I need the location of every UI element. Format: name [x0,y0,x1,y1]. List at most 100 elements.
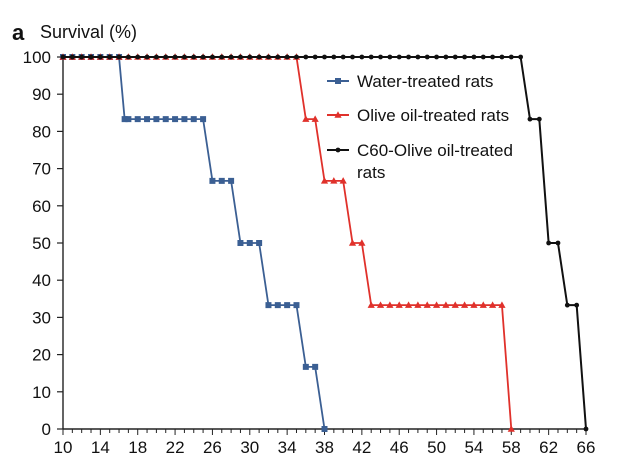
y-tick-label: 0 [42,420,51,439]
data-point [163,54,169,60]
y-tick-label: 100 [23,48,51,67]
data-point [153,54,159,60]
x-tick-label: 18 [128,438,147,457]
data-point [219,54,225,60]
series-line [63,56,326,430]
data-point [200,54,206,60]
x-tick-label: 34 [278,438,297,457]
data-point [479,301,487,308]
data-point [396,54,402,60]
data-point [432,301,441,308]
y-tick-label: 30 [32,308,51,327]
data-point [350,54,355,60]
data-point [265,302,272,309]
data-point [555,240,561,246]
legend-marker [335,78,341,84]
y-tick-label: 80 [32,122,51,141]
data-point [330,177,338,184]
data-point [462,54,467,60]
data-point [424,54,430,60]
series-1 [60,54,328,432]
data-point [378,54,383,60]
x-tick-label: 58 [502,438,521,457]
data-point [527,116,533,122]
data-point [162,116,169,123]
x-tick-label: 42 [352,438,371,457]
legend-marker [334,111,342,118]
data-point [228,177,235,184]
data-point [238,54,243,60]
data-point [321,426,328,432]
legend-label: C60-Olive oil-treated [357,141,513,160]
data-point [209,177,216,184]
data-point [218,177,225,184]
x-tick-label: 46 [390,438,409,457]
data-point [415,54,421,60]
data-point [172,116,179,123]
data-point [460,301,469,308]
data-point [499,54,505,60]
data-point [191,54,197,60]
y-tick-label: 60 [32,197,51,216]
y-axis-title: Survival (%) [40,22,137,42]
data-point [302,115,310,122]
data-point [237,240,244,246]
x-tick-label: 38 [315,438,334,457]
data-point [583,426,589,432]
y-tick-label: 90 [32,85,51,104]
data-point [490,54,496,60]
legend: Water-treated rats Olive oil-treated rats… [327,72,513,182]
data-point [144,54,150,60]
x-tick-label: 10 [54,438,73,457]
x-tick-label: 14 [91,438,110,457]
data-point [443,54,449,60]
data-point [210,54,215,60]
data-point [79,54,85,60]
series-layer [59,53,589,432]
x-tick-label: 62 [539,438,558,457]
data-point [470,301,478,308]
data-point [293,302,300,309]
y-tick-label: 20 [32,346,51,365]
data-point [367,301,375,308]
data-point [404,301,413,308]
data-point [135,54,141,60]
x-tick-label: 66 [577,438,596,457]
data-point [546,240,552,246]
x-tick-label: 22 [166,438,185,457]
x-tick-label: 30 [240,438,259,457]
data-point [200,116,207,123]
y-tick-label: 50 [32,234,51,253]
data-point [256,54,262,60]
data-point [69,54,75,60]
y-tick-label: 40 [32,271,51,290]
data-point [376,301,385,308]
data-point [442,301,450,308]
data-point [107,54,113,60]
data-point [144,116,151,123]
x-tick-label: 50 [427,438,446,457]
data-point [312,363,319,370]
data-point [498,301,506,308]
data-point [386,301,394,308]
data-point [331,54,337,60]
y-tick-label: 70 [32,160,51,179]
data-point [508,54,514,60]
data-point [97,54,103,60]
data-point [406,54,411,60]
data-point [322,54,327,60]
data-point [574,302,580,308]
data-point [125,54,131,60]
legend-marker [335,147,341,153]
data-point [358,239,366,246]
data-point [134,116,141,123]
data-point [348,239,357,246]
data-point [256,240,263,246]
data-point [414,301,422,308]
data-point [368,54,374,60]
data-point [228,54,234,60]
data-point [312,54,318,60]
data-point [266,54,271,60]
data-point [60,54,66,60]
